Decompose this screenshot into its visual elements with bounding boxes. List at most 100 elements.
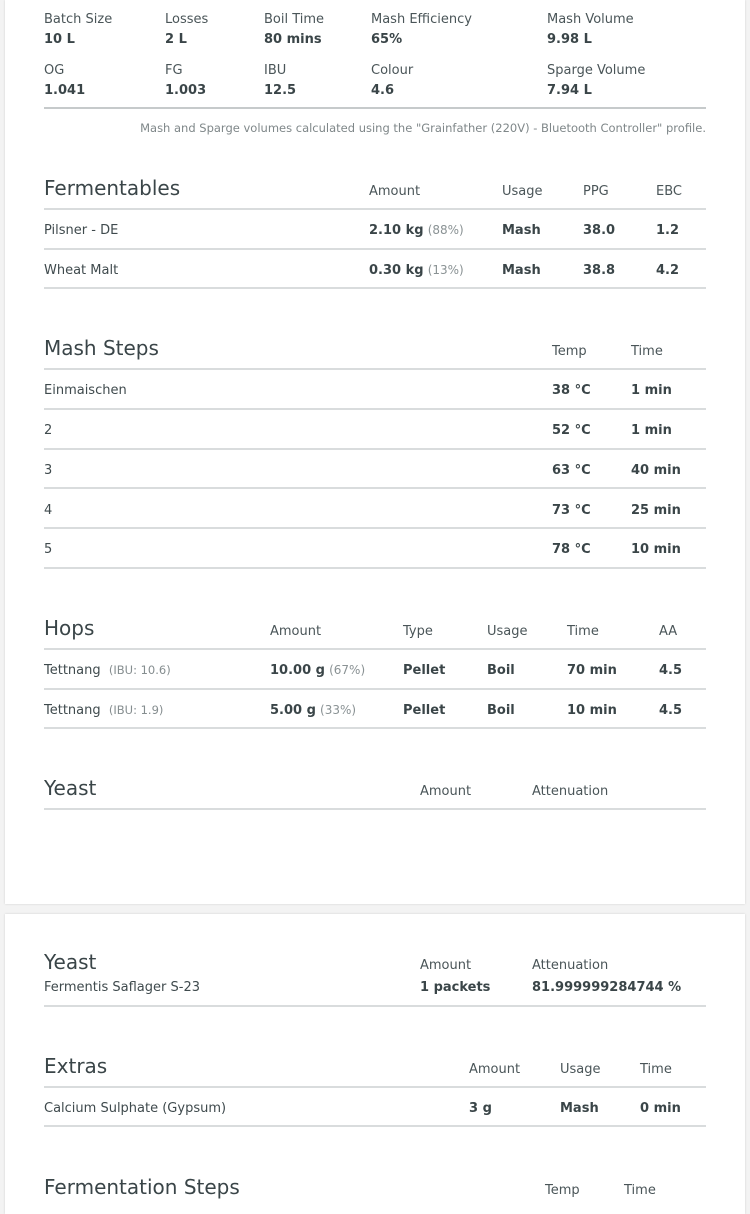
- hops-usage-header: Usage: [487, 624, 528, 639]
- og-label: OG: [44, 63, 65, 78]
- mash-step-name: 5: [44, 542, 53, 557]
- divider: [44, 648, 706, 650]
- sparge-volume-label: Sparge Volume: [547, 63, 646, 78]
- hop-name-text: Tettnang: [44, 663, 101, 678]
- yeast-name: Fermentis Saflager S-23: [44, 980, 200, 995]
- og-value: 1.041: [44, 83, 86, 98]
- colour-label: Colour: [371, 63, 414, 78]
- hop-time: 70 min: [567, 663, 617, 678]
- hop-aa: 4.5: [659, 703, 683, 718]
- yeast-attenuation-header: Attenuation: [532, 958, 609, 973]
- hop-aa: 4.5: [659, 663, 683, 678]
- hop-name: Tettnang (IBU: 10.6): [44, 663, 171, 678]
- fermentable-ppg: 38.0: [583, 223, 616, 238]
- hop-ibu: (IBU: 10.6): [108, 663, 171, 677]
- hops-aa-header: AA: [659, 624, 678, 639]
- divider: [44, 1005, 706, 1007]
- sparge-volume-value: 7.94 L: [547, 83, 592, 98]
- mash-step-name: 4: [44, 503, 53, 518]
- extra-amount: 3 g: [469, 1101, 492, 1116]
- fg-label: FG: [165, 63, 183, 78]
- extras-amount-header: Amount: [469, 1062, 521, 1077]
- divider: [44, 567, 706, 569]
- mash-step-temp: 73 °C: [552, 503, 591, 518]
- hop-amount-value: 10.00 g: [270, 663, 325, 678]
- mash-step-temp: 38 °C: [552, 383, 591, 398]
- mash-step-temp: 78 °C: [552, 542, 591, 557]
- divider: [44, 808, 706, 810]
- yeast-amount: 1 packets: [420, 980, 491, 995]
- extra-name: Calcium Sulphate (Gypsum): [44, 1101, 227, 1116]
- mash-step-time: 25 min: [631, 503, 681, 518]
- mash-step-time: 40 min: [631, 463, 681, 478]
- fermentable-amount-value: 2.10 kg: [369, 223, 424, 238]
- hops-title: Hops: [44, 616, 95, 640]
- divider: [44, 1125, 706, 1127]
- hop-time: 10 min: [567, 703, 617, 718]
- hops-amount-header: Amount: [270, 624, 322, 639]
- hop-ibu: (IBU: 1.9): [108, 703, 164, 717]
- hop-type: Pellet: [403, 663, 446, 678]
- fermentables-usage-header: Usage: [502, 184, 543, 199]
- divider: [44, 287, 706, 289]
- divider: [44, 248, 706, 250]
- fermentable-usage: Mash: [502, 223, 541, 238]
- mash-step-time: 10 min: [631, 542, 681, 557]
- fermentable-ebc: 4.2: [656, 263, 680, 278]
- hop-type: Pellet: [403, 703, 446, 718]
- mash-step-temp: 52 °C: [552, 423, 591, 438]
- ibu-value: 12.5: [264, 83, 297, 98]
- hops-type-header: Type: [403, 624, 433, 639]
- fermentation-steps-title: Fermentation Steps: [44, 1175, 240, 1199]
- volume-calc-note: Mash and Sparge volumes calculated using…: [140, 121, 706, 135]
- mash-volume-label: Mash Volume: [547, 12, 634, 27]
- mash-step-time: 1 min: [631, 383, 672, 398]
- divider: [44, 727, 706, 729]
- extra-time: 0 min: [640, 1101, 681, 1116]
- mash-efficiency-label: Mash Efficiency: [371, 12, 472, 27]
- fg-value: 1.003: [165, 83, 207, 98]
- divider: [44, 408, 706, 410]
- fermentables-title: Fermentables: [44, 176, 181, 200]
- recipe-card-continued: Yeast Amount Attenuation Fermentis Safla…: [5, 914, 745, 1214]
- ibu-label: IBU: [264, 63, 287, 78]
- fermentable-amount-value: 0.30 kg: [369, 263, 424, 278]
- fermentables-amount-header: Amount: [369, 184, 421, 199]
- batch-size-value: 10 L: [44, 32, 75, 47]
- yeast-amount-header: Amount: [420, 958, 472, 973]
- hop-amount: 5.00 g (33%): [270, 703, 356, 718]
- hop-percent: (33%): [320, 703, 357, 717]
- colour-value: 4.6: [371, 83, 395, 98]
- yeast-amount-header-top: Amount: [420, 784, 472, 799]
- mash-step-name: 3: [44, 463, 53, 478]
- yeast-attenuation: 81.999999284744 %: [532, 980, 682, 995]
- fermentable-amount: 2.10 kg (88%): [369, 223, 464, 238]
- hop-amount: 10.00 g (67%): [270, 663, 365, 678]
- mash-step-name: 2: [44, 423, 53, 438]
- fermentable-usage: Mash: [502, 263, 541, 278]
- hop-name-text: Tettnang: [44, 703, 101, 718]
- extras-usage-header: Usage: [560, 1062, 601, 1077]
- yeast-title: Yeast: [44, 950, 97, 974]
- boil-time-label: Boil Time: [264, 12, 325, 27]
- mash-step-name: Einmaischen: [44, 383, 127, 398]
- hop-name: Tettnang (IBU: 1.9): [44, 703, 163, 718]
- mash-volume-value: 9.98 L: [547, 32, 592, 47]
- stats-divider: [44, 107, 706, 109]
- hop-amount-value: 5.00 g: [270, 703, 316, 718]
- mash-temp-header: Temp: [552, 344, 587, 359]
- mash-step-time: 1 min: [631, 423, 672, 438]
- hop-percent: (67%): [329, 663, 366, 677]
- divider: [44, 688, 706, 690]
- recipe-card: Batch Size 10 L Losses 2 L Boil Time 80 …: [5, 0, 745, 904]
- fermentable-percent: (88%): [427, 223, 464, 237]
- extras-title: Extras: [44, 1054, 108, 1078]
- fermentables-ebc-header: EBC: [656, 184, 682, 199]
- boil-time-value: 80 mins: [264, 32, 322, 47]
- hop-usage: Boil: [487, 703, 515, 718]
- fermentable-name: Pilsner - DE: [44, 223, 119, 238]
- fermentable-ppg: 38.8: [583, 263, 616, 278]
- fermentable-ebc: 1.2: [656, 223, 680, 238]
- divider: [44, 448, 706, 450]
- fermentables-ppg-header: PPG: [583, 184, 609, 199]
